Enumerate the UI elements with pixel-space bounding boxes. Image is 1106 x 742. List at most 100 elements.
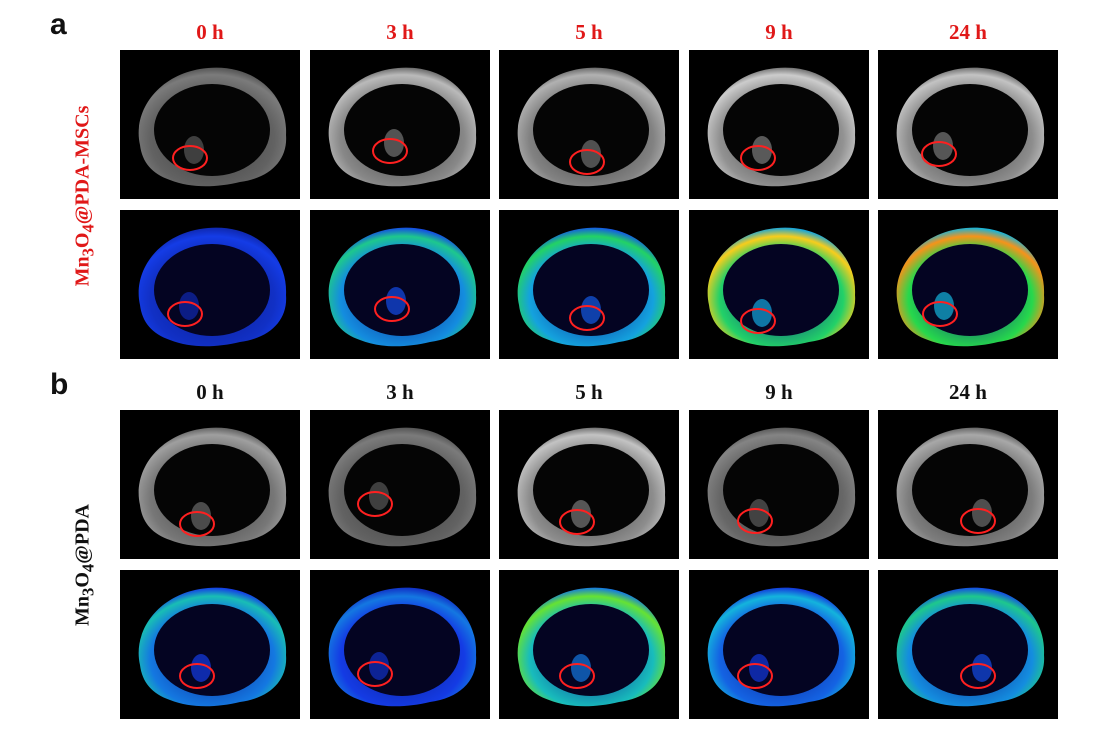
time-label: 0 h bbox=[196, 20, 224, 44]
mri-tile-grayscale bbox=[878, 50, 1058, 199]
inner-cavity bbox=[154, 604, 270, 696]
organ-blob bbox=[749, 654, 769, 682]
mri-image-grayscale bbox=[517, 427, 666, 547]
roi-circle bbox=[960, 508, 996, 534]
roi-circle bbox=[559, 509, 595, 535]
inner-cavity bbox=[912, 244, 1028, 336]
inner-cavity bbox=[912, 84, 1028, 176]
mri-image-pseudocolor bbox=[707, 227, 856, 347]
mri-image-pseudocolor bbox=[328, 587, 477, 707]
organ-blob bbox=[933, 132, 953, 160]
mri-image-grayscale bbox=[517, 67, 666, 187]
mri-image-pseudocolor bbox=[138, 227, 287, 347]
mri-image-grayscale bbox=[328, 67, 477, 187]
inner-cavity bbox=[723, 444, 839, 536]
mri-tile-grayscale bbox=[499, 50, 679, 199]
time-label: 24 h bbox=[949, 380, 987, 404]
roi-circle bbox=[740, 145, 776, 171]
time-label: 0 h bbox=[196, 380, 224, 404]
mri-tile-pseudocolor bbox=[120, 210, 300, 359]
row-label-a: Mn3O4@PDA-MSCs bbox=[71, 105, 98, 287]
mri-image-grayscale bbox=[896, 427, 1045, 547]
roi-circle bbox=[179, 663, 215, 689]
roi-circle bbox=[559, 663, 595, 689]
roi-circle bbox=[167, 301, 203, 327]
mri-image-grayscale bbox=[328, 427, 477, 547]
mri-tile-pseudocolor bbox=[310, 210, 490, 359]
time-label: 3 h bbox=[386, 380, 414, 404]
time-label: 5 h bbox=[575, 380, 603, 404]
panel-letter-a: a bbox=[50, 8, 67, 41]
organ-blob bbox=[191, 654, 211, 682]
mri-tile-pseudocolor bbox=[689, 210, 869, 359]
inner-cavity bbox=[912, 444, 1028, 536]
mri-tile-grayscale bbox=[689, 50, 869, 199]
mri-tile-pseudocolor bbox=[689, 570, 869, 719]
organ-blob bbox=[752, 136, 772, 164]
organ-blob bbox=[571, 500, 591, 528]
mri-image-pseudocolor bbox=[896, 587, 1045, 707]
organ-blob bbox=[191, 502, 211, 530]
organ-blob bbox=[384, 129, 404, 157]
mri-tile-grayscale bbox=[499, 410, 679, 559]
organ-blob bbox=[179, 292, 199, 320]
organ-blob bbox=[972, 499, 992, 527]
organ-blob bbox=[184, 136, 204, 164]
roi-circle bbox=[569, 305, 605, 331]
mri-tile-pseudocolor bbox=[499, 570, 679, 719]
mri-tile-grayscale bbox=[120, 50, 300, 199]
roi-circle bbox=[922, 301, 958, 327]
organ-blob bbox=[369, 652, 389, 680]
mri-tile-pseudocolor bbox=[499, 210, 679, 359]
roi-circle bbox=[921, 141, 957, 167]
mri-image-grayscale bbox=[707, 67, 856, 187]
mri-tile-grayscale bbox=[689, 410, 869, 559]
roi-circle bbox=[172, 145, 208, 171]
roi-circle bbox=[569, 149, 605, 175]
time-label: 9 h bbox=[765, 20, 793, 44]
mri-image-pseudocolor bbox=[138, 587, 287, 707]
organ-blob bbox=[581, 140, 601, 168]
mri-image-grayscale bbox=[707, 427, 856, 547]
mri-tile-grayscale bbox=[310, 50, 490, 199]
panel-letter-b: b bbox=[50, 368, 69, 401]
inner-cavity bbox=[154, 444, 270, 536]
time-label: 9 h bbox=[765, 380, 793, 404]
mri-image-grayscale bbox=[896, 67, 1045, 187]
organ-blob bbox=[749, 499, 769, 527]
mri-image-pseudocolor bbox=[517, 227, 666, 347]
inner-cavity bbox=[912, 604, 1028, 696]
mri-image-pseudocolor bbox=[707, 587, 856, 707]
mri-image-grayscale bbox=[138, 427, 287, 547]
roi-circle bbox=[737, 663, 773, 689]
mri-image-pseudocolor bbox=[896, 227, 1045, 347]
mri-image-pseudocolor bbox=[517, 587, 666, 707]
organ-blob bbox=[752, 299, 772, 327]
roi-circle bbox=[357, 491, 393, 517]
roi-circle bbox=[740, 308, 776, 334]
inner-cavity bbox=[533, 84, 649, 176]
time-label: 3 h bbox=[386, 20, 414, 44]
mri-tile-pseudocolor bbox=[878, 570, 1058, 719]
inner-cavity bbox=[533, 244, 649, 336]
mri-tile-grayscale bbox=[120, 410, 300, 559]
roi-circle bbox=[372, 138, 408, 164]
mri-tile-grayscale bbox=[310, 410, 490, 559]
inner-cavity bbox=[723, 84, 839, 176]
roi-circle bbox=[960, 663, 996, 689]
time-label: 24 h bbox=[949, 20, 987, 44]
mri-tile-pseudocolor bbox=[310, 570, 490, 719]
row-label-b: Mn3O4@PDA bbox=[71, 504, 98, 626]
roi-circle bbox=[179, 511, 215, 537]
inner-cavity bbox=[344, 84, 460, 176]
inner-cavity bbox=[533, 444, 649, 536]
roi-circle bbox=[357, 661, 393, 687]
mri-tile-grayscale bbox=[878, 410, 1058, 559]
mri-tile-pseudocolor bbox=[120, 570, 300, 719]
inner-cavity bbox=[344, 444, 460, 536]
roi-circle bbox=[737, 508, 773, 534]
mri-tile-pseudocolor bbox=[878, 210, 1058, 359]
inner-cavity bbox=[154, 84, 270, 176]
organ-blob bbox=[972, 654, 992, 682]
inner-cavity bbox=[533, 604, 649, 696]
